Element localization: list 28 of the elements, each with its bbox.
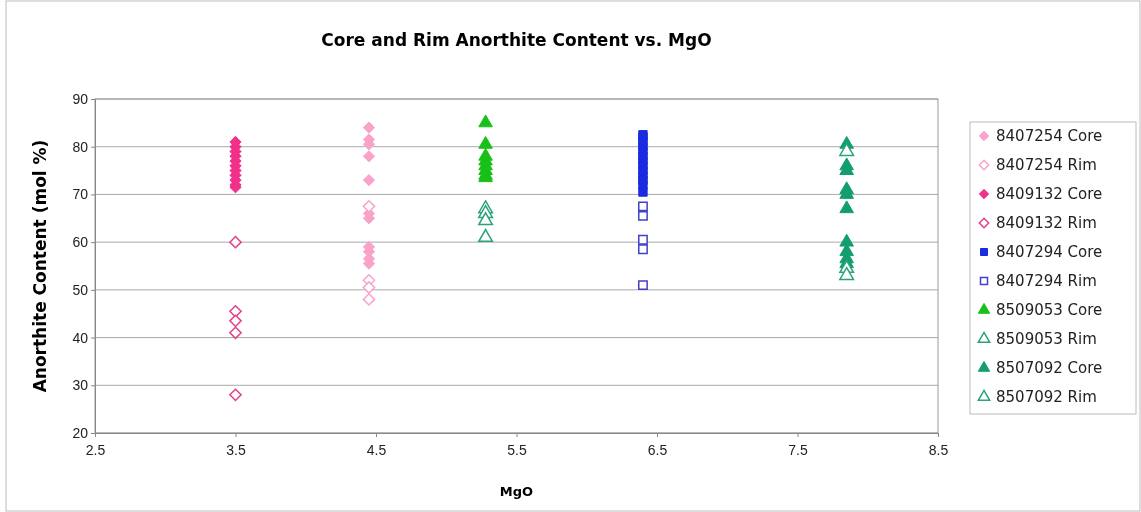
- legend-label: 8507092 Rim: [996, 388, 1097, 406]
- x-tick-label: 7.5: [788, 442, 808, 459]
- x-axis-title: MgO: [499, 484, 534, 499]
- legend-label: 8509053 Rim: [996, 330, 1097, 348]
- x-tick-label: 5.5: [507, 442, 527, 459]
- chart-title: Core and Rim Anorthite Content vs. MgO: [321, 30, 712, 50]
- y-tick-label: 40: [72, 329, 89, 346]
- legend-label: 8409132 Core: [996, 185, 1103, 203]
- y-tick-label: 70: [72, 186, 89, 203]
- y-tick-label: 80: [72, 138, 89, 155]
- x-tick-label: 3.5: [226, 442, 246, 459]
- x-tick-label: 6.5: [647, 442, 668, 459]
- legend-label: 8407254 Core: [996, 127, 1103, 145]
- y-tick-label: 30: [72, 377, 89, 394]
- legend-label: 8409132 Rim: [996, 214, 1097, 232]
- y-tick-label: 90: [72, 90, 89, 107]
- y-tick-label: 60: [72, 234, 89, 251]
- y-tick-label: 20: [72, 424, 89, 441]
- y-tick-label: 50: [72, 281, 89, 298]
- y-axis-title: Anorthite Content (mol %): [30, 139, 50, 393]
- x-tick-label: 2.5: [85, 442, 106, 459]
- legend-label: 8509053 Core: [996, 301, 1103, 319]
- legend-label: 8407254 Rim: [996, 156, 1097, 174]
- x-tick-label: 8.5: [928, 442, 949, 459]
- x-tick-label: 4.5: [366, 442, 387, 459]
- legend-label: 8407294 Core: [996, 243, 1103, 261]
- legend-label: 8507092 Core: [996, 359, 1103, 377]
- legend-label: 8407294 Rim: [996, 272, 1097, 290]
